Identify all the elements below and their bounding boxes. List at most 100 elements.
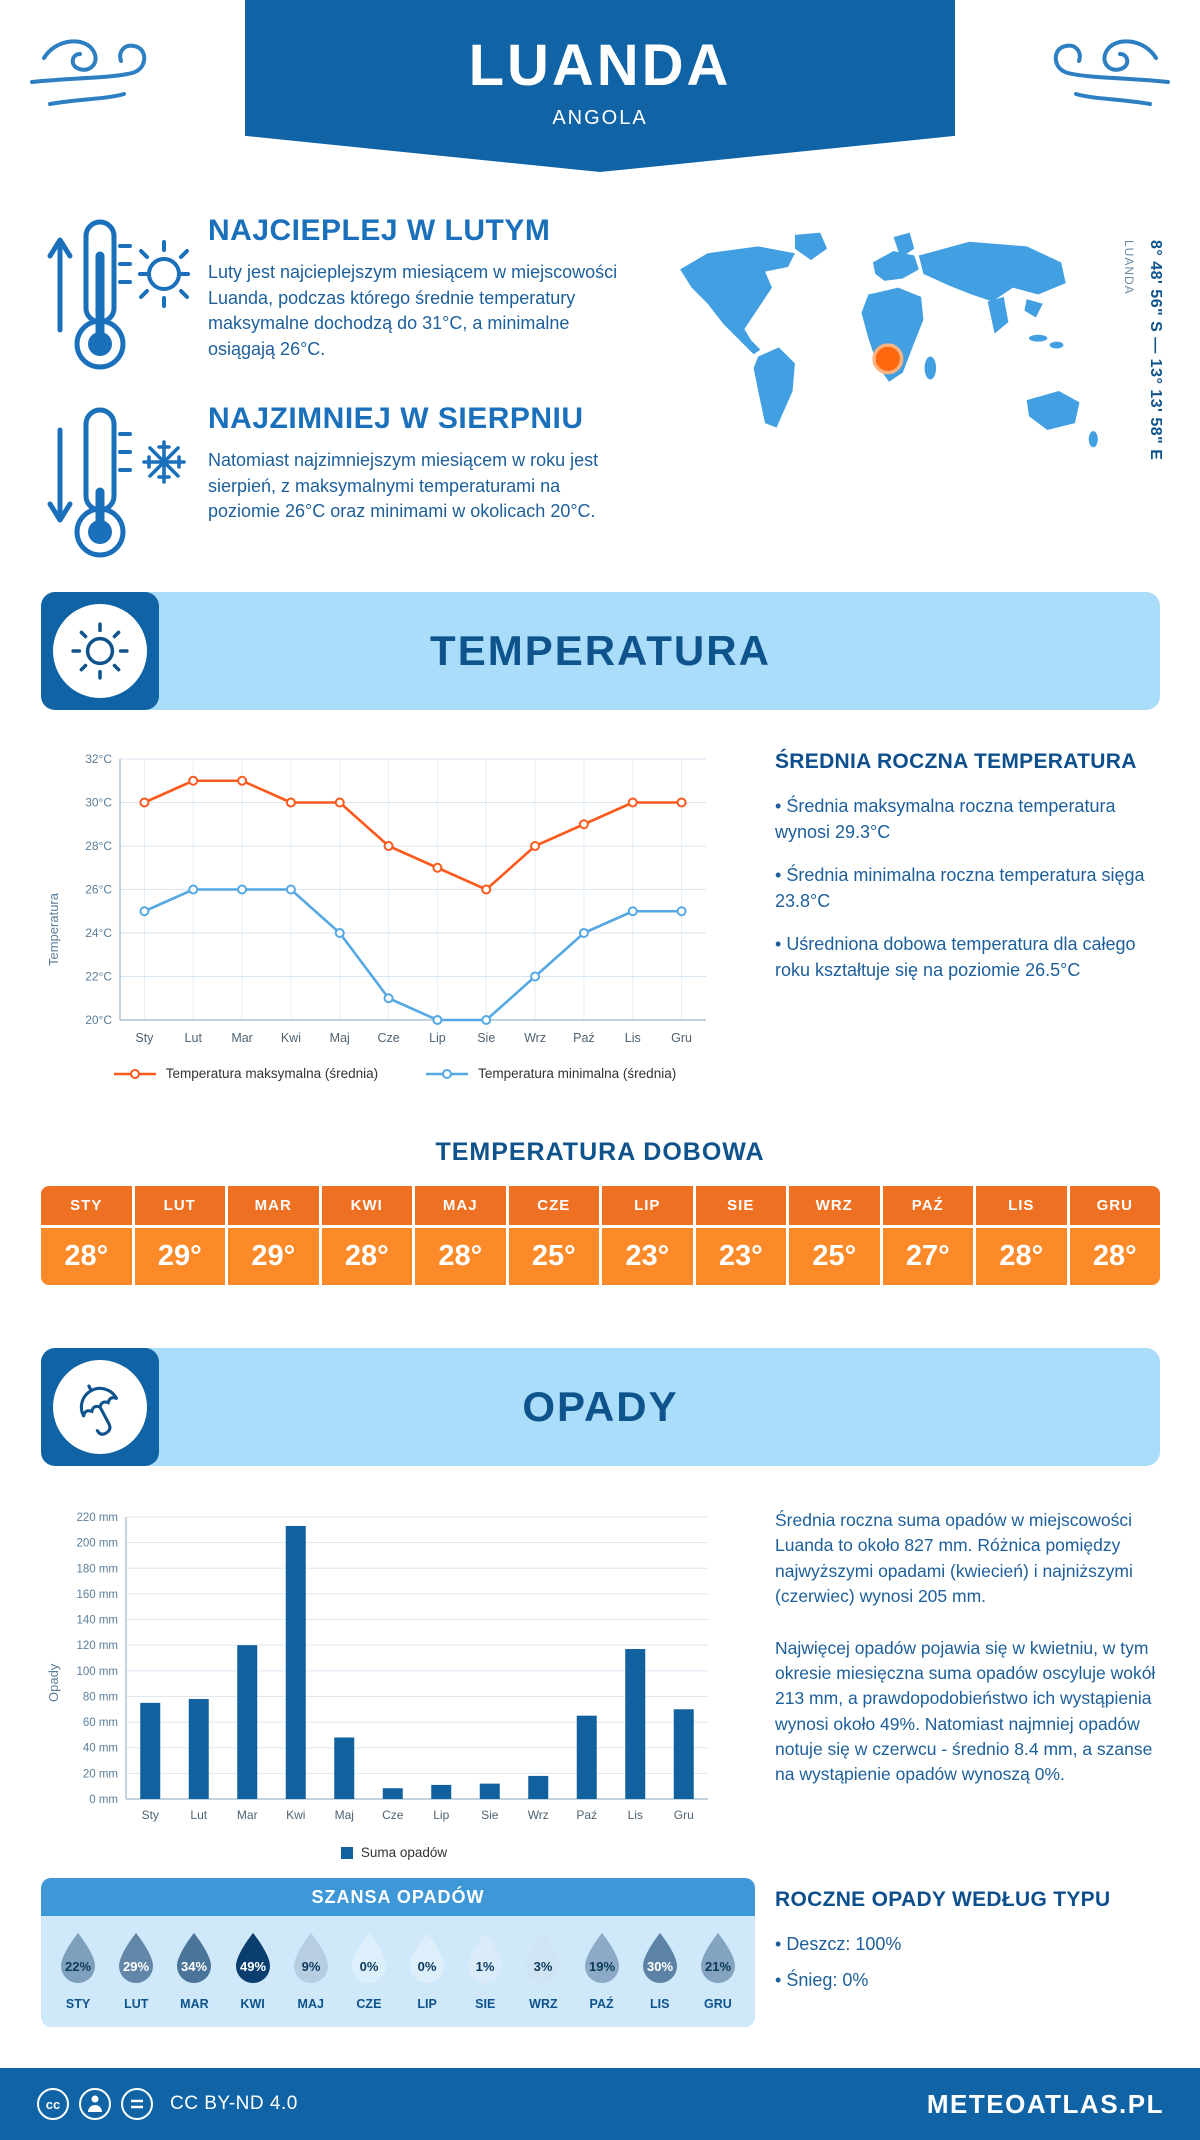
- rain-chance-month: WRZ: [529, 1997, 558, 2011]
- rain-chance-item: 0% CZE: [340, 1930, 398, 2011]
- svg-text:Maj: Maj: [330, 1031, 350, 1045]
- rain-chance-month: MAR: [180, 1997, 209, 2011]
- wind-icon: [22, 26, 182, 141]
- svg-text:32°C: 32°C: [85, 752, 112, 766]
- water-drop-icon: 29%: [119, 1933, 154, 1983]
- temperature-line-chart: Sty Lut Mar Kwi Maj Cze Lip Sie Wrz Paź Lis Gru 20°C…: [85, 752, 706, 1045]
- daily-month-cell: STY: [41, 1186, 132, 1225]
- brand-text: METEOATLAS.PL: [926, 2088, 1164, 2119]
- svg-text:Paź: Paź: [573, 1031, 595, 1045]
- highlight-warmest: NAJCIEPLEJ W LUTYM Luty jest najcieplejs…: [40, 212, 660, 378]
- highlight-coldest: NAJZIMNIEJ W SIERPNIU Natomiast najzimni…: [40, 400, 660, 566]
- water-drop-icon: 30%: [642, 1933, 677, 1983]
- location-marker: [872, 343, 904, 375]
- header-banner: LUANDA ANGOLA: [245, 0, 955, 172]
- svg-text:30°C: 30°C: [85, 796, 112, 810]
- daily-temperature-title: TEMPERATURA DOBOWA: [435, 1138, 765, 1166]
- svg-text:1%: 1%: [476, 1959, 495, 1974]
- daily-month-cell: MAJ: [415, 1186, 506, 1225]
- legend-item: Suma opadów: [340, 1845, 447, 1860]
- daily-value-cell: 29°: [134, 1228, 225, 1285]
- svg-text:49%: 49%: [240, 1959, 266, 1974]
- temperature-section-title: TEMPERATURA: [430, 627, 771, 674]
- daily-value-cell: 29°: [228, 1228, 319, 1285]
- svg-text:22°C: 22°C: [85, 970, 112, 984]
- svg-text:Mar: Mar: [237, 1808, 258, 1822]
- rain-chance-month: LIS: [650, 1997, 670, 2011]
- svg-text:9%: 9%: [301, 1959, 320, 1974]
- summary-title: ŚREDNIA ROCZNA TEMPERATURA: [775, 750, 1137, 773]
- daily-month-cell: LIS: [976, 1186, 1067, 1225]
- legend-item: Temperatura maksymalna (średnia): [112, 1066, 378, 1081]
- rain-chance-panel: SZANSA OPADÓW 22% STY 29% LUT 34% MAR 49% KWI 9%…: [41, 1878, 755, 2027]
- summary-bullet: Średnia maksymalna roczna temperatura wy…: [775, 794, 1167, 845]
- svg-text:26°C: 26°C: [85, 883, 112, 897]
- svg-text:Lut: Lut: [190, 1808, 207, 1822]
- svg-text:Lis: Lis: [628, 1808, 643, 1822]
- highlight-text: Natomiast najzimniejszym miesiącem w rok…: [208, 450, 599, 522]
- svg-text:19%: 19%: [589, 1959, 615, 1974]
- footer: cc CC BY-ND 4.0 METEOATLAS.PL: [0, 2068, 1200, 2140]
- map-city-label: LUANDA: [1122, 240, 1136, 295]
- svg-text:0%: 0%: [418, 1959, 437, 1974]
- daily-value-cell: 27°: [882, 1228, 973, 1285]
- svg-text:Wrz: Wrz: [524, 1031, 546, 1045]
- umbrella-icon: [41, 1348, 159, 1466]
- svg-text:24°C: 24°C: [85, 926, 112, 940]
- svg-text:Lut: Lut: [185, 1031, 203, 1045]
- svg-text:160 mm: 160 mm: [76, 1589, 118, 1601]
- svg-text:22%: 22%: [65, 1959, 91, 1974]
- city-title: LUANDA: [468, 33, 732, 98]
- svg-text:Sty: Sty: [142, 1808, 159, 1822]
- daily-table-values: 28° 29° 29° 28° 28° 25° 23° 23° 25° 27° 28° 28°: [41, 1228, 1160, 1285]
- svg-text:30%: 30%: [647, 1959, 673, 1974]
- water-drop-icon: 22%: [61, 1933, 96, 1983]
- rain-chance-item: 49% KWI: [224, 1930, 282, 2011]
- svg-text:20°C: 20°C: [85, 1013, 112, 1027]
- svg-text:0%: 0%: [360, 1959, 379, 1974]
- highlights: NAJCIEPLEJ W LUTYM Luty jest najcieplejs…: [40, 212, 660, 588]
- daily-month-cell: PAŹ: [882, 1186, 973, 1225]
- rain-chance-title: SZANSA OPADÓW: [41, 1878, 755, 1916]
- water-drop-icon: 0%: [351, 1933, 386, 1983]
- svg-text:20 mm: 20 mm: [83, 1768, 118, 1780]
- svg-text:220 mm: 220 mm: [76, 1512, 118, 1524]
- rain-chance-month: LUT: [124, 1997, 149, 2011]
- no-derivatives-icon: [121, 2088, 153, 2120]
- temp-chart-legend: Temperatura maksymalna (średnia) Temperat…: [64, 1066, 724, 1081]
- cc-icon: cc: [37, 2088, 69, 2120]
- precip-type-bullet: Śnieg: 0%: [775, 1968, 1167, 1994]
- water-drop-icon: 21%: [700, 1933, 735, 1983]
- rain-chance-item: 19% PAŹ: [573, 1930, 631, 2011]
- wind-icon: [1018, 26, 1178, 141]
- svg-text:Lis: Lis: [625, 1031, 641, 1045]
- daily-temperature-table: STY LUT MAR KWI MAJ CZE LIP SIE WRZ PAŹ LIS GRU 28°…: [41, 1186, 1160, 1285]
- daily-month-cell: GRU: [1069, 1186, 1160, 1225]
- precipitation-bar-chart: 0 mm 20 mm 40 mm 60 mm 80 mm 100 mm 120 mm 140 …: [76, 1512, 708, 1822]
- svg-text:Lip: Lip: [429, 1031, 446, 1045]
- svg-text:21%: 21%: [705, 1959, 731, 1974]
- sun-icon: [41, 592, 159, 710]
- svg-text:Kwi: Kwi: [281, 1031, 301, 1045]
- daily-table-header: STY LUT MAR KWI MAJ CZE LIP SIE WRZ PAŹ LIS GRU: [41, 1186, 1160, 1225]
- rain-chance-month: GRU: [704, 1997, 732, 2011]
- rain-chance-month: KWI: [240, 1997, 265, 2011]
- svg-text:80 mm: 80 mm: [83, 1691, 118, 1703]
- rain-chance-item: 21% GRU: [689, 1930, 747, 2011]
- svg-text:Mar: Mar: [231, 1031, 253, 1045]
- daily-month-cell: KWI: [321, 1186, 412, 1225]
- daily-month-cell: SIE: [695, 1186, 786, 1225]
- rain-chance-item: 3% WRZ: [514, 1930, 572, 2011]
- svg-text:60 mm: 60 mm: [83, 1717, 118, 1729]
- water-drop-icon: 0%: [410, 1933, 445, 1983]
- svg-text:Cze: Cze: [382, 1808, 404, 1822]
- svg-text:140 mm: 140 mm: [76, 1615, 118, 1627]
- svg-text:Gru: Gru: [674, 1808, 694, 1822]
- svg-text:100 mm: 100 mm: [76, 1666, 118, 1678]
- svg-text:Lip: Lip: [433, 1808, 449, 1822]
- rain-chance-item: 22% STY: [49, 1930, 107, 2011]
- daily-value-cell: 28°: [415, 1228, 506, 1285]
- svg-text:cc: cc: [46, 2097, 60, 2112]
- svg-text:40 mm: 40 mm: [83, 1743, 118, 1755]
